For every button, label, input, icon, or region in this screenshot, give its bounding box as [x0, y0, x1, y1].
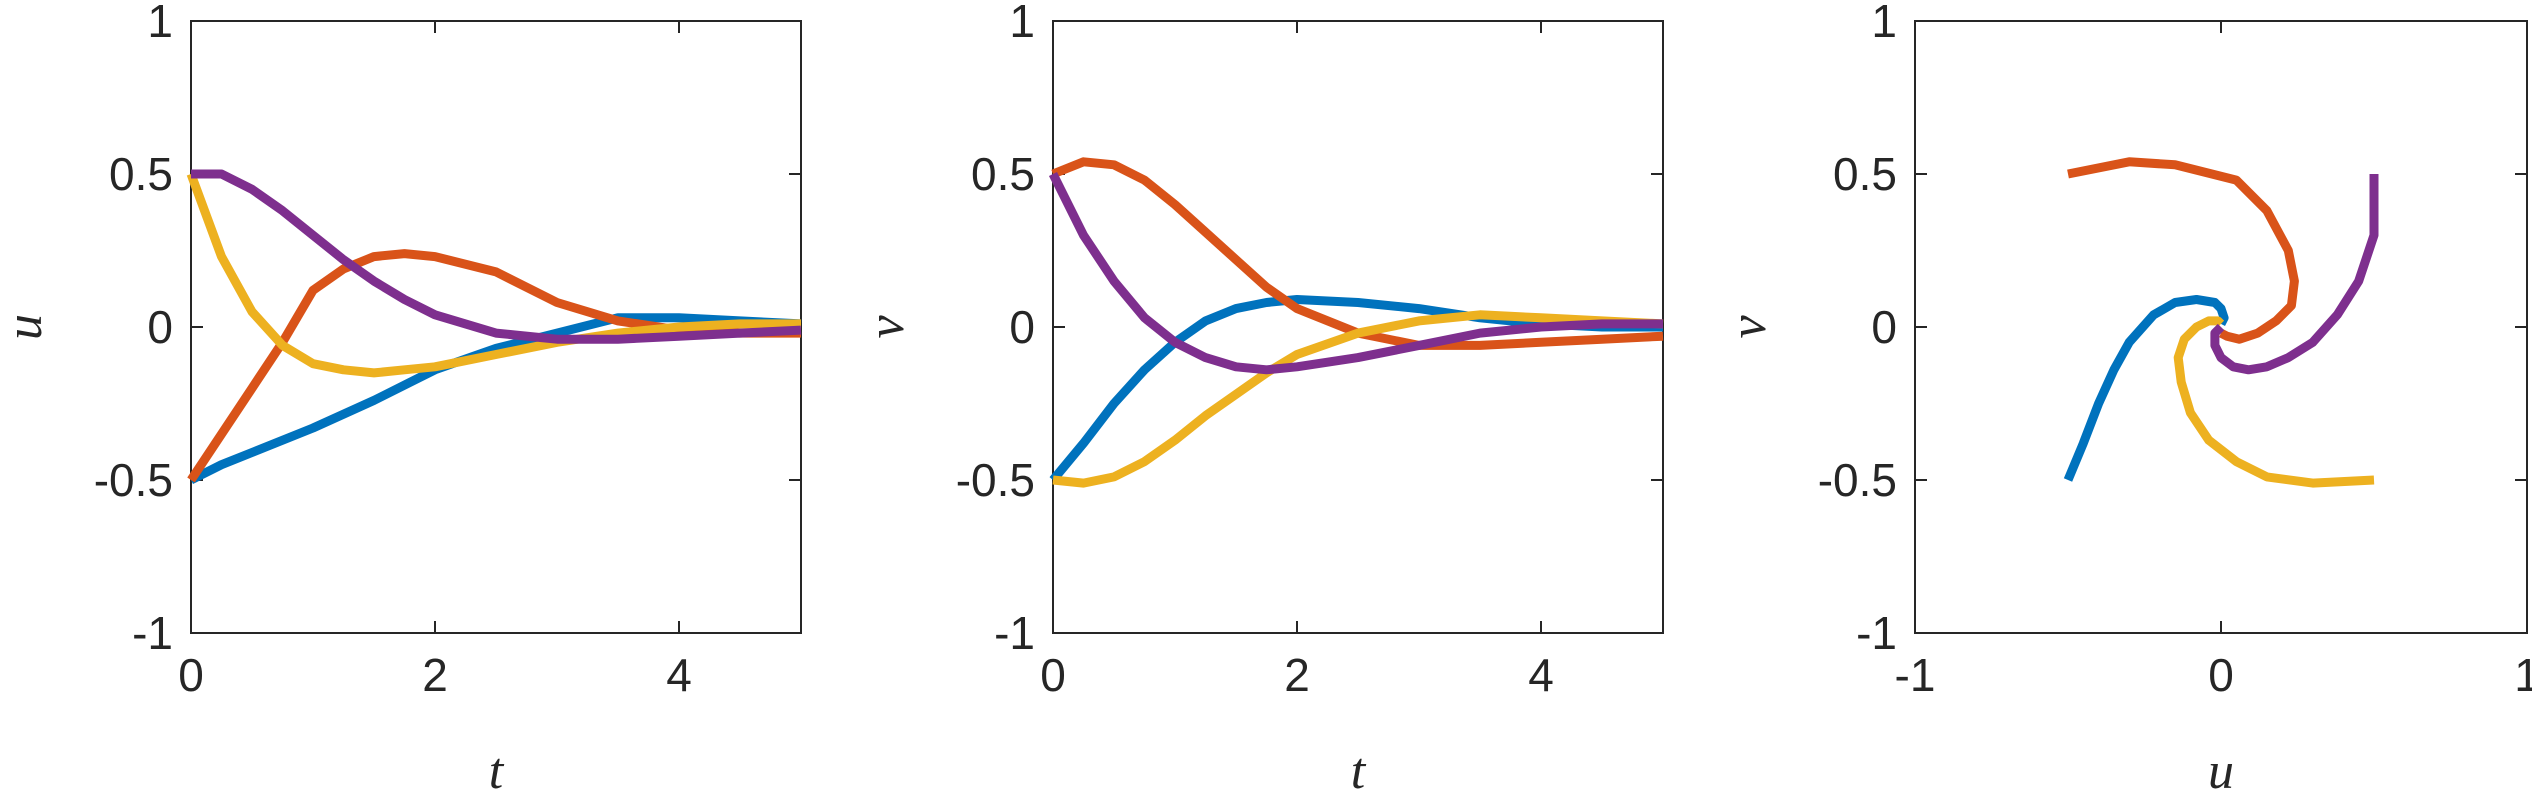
y-axis-label: v — [858, 315, 915, 339]
series-line-2 — [187, 249, 801, 483]
series-line-2 — [2067, 157, 2299, 344]
y-tick-label: 0.5 — [971, 148, 1035, 200]
x-tick-label: 1 — [2514, 649, 2532, 701]
x-tick-label: 2 — [422, 649, 448, 701]
x-tick-label: -1 — [1895, 649, 1936, 701]
y-tick-label: -0.5 — [956, 454, 1035, 506]
x-tick-label: 0 — [178, 649, 204, 701]
x-axis-label: t — [1351, 743, 1367, 794]
y-tick-label: 0.5 — [109, 148, 173, 200]
plot-panel-1: 0 2 4 -1 -0.5 0 0.5 1 t u — [0, 0, 802, 794]
y-tick-label: 1 — [1871, 0, 1897, 47]
series-line-4 — [191, 169, 802, 344]
series-line-1 — [2063, 295, 2229, 482]
y-tick-label: -1 — [132, 607, 173, 659]
y-tick-label: -1 — [994, 607, 1035, 659]
y-tick-label: 1 — [147, 0, 173, 47]
x-tick-label: 2 — [1284, 649, 1310, 701]
y-axis-label: v — [1720, 315, 1777, 339]
x-tick-label: 4 — [1528, 649, 1554, 701]
y-axis-label: u — [0, 314, 53, 340]
x-tick-label: 4 — [666, 649, 692, 701]
plot-panel-3: -1 0 1 -1 -0.5 0 0.5 1 u v — [1720, 0, 2532, 794]
series-line-4 — [2210, 174, 2379, 375]
series-line-1 — [1049, 295, 1663, 483]
y-tick-label: -0.5 — [94, 454, 173, 506]
series-line-4 — [1048, 171, 1663, 375]
x-tick-label: 0 — [2208, 649, 2234, 701]
x-axis-label: u — [2208, 743, 2234, 794]
y-tick-label: 0 — [1871, 301, 1897, 353]
x-tick-label: 0 — [1040, 649, 1066, 701]
series-line-3 — [186, 172, 801, 378]
y-tick-label: 0.5 — [1833, 148, 1897, 200]
y-tick-label: 0 — [147, 301, 173, 353]
y-tick-label: 0 — [1009, 301, 1035, 353]
plot-panel-2: 0 2 4 -1 -0.5 0 0.5 1 t v — [858, 0, 1664, 794]
series-line-3 — [2173, 316, 2375, 488]
series-line-2 — [1051, 157, 1664, 350]
y-tick-label: 1 — [1009, 0, 1035, 47]
y-tick-label: -1 — [1856, 607, 1897, 659]
y-tick-label: -0.5 — [1818, 454, 1897, 506]
x-axis-label: t — [489, 743, 505, 794]
